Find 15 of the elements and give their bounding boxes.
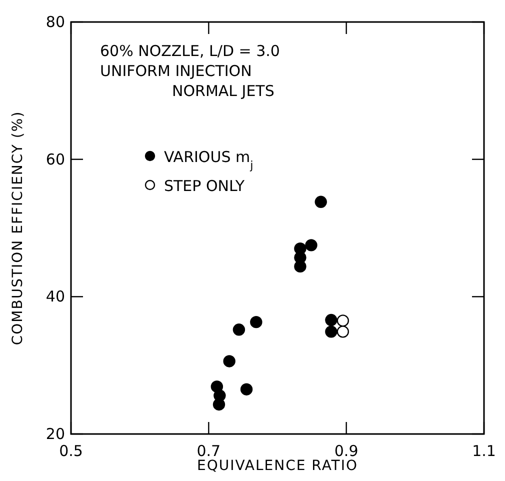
y-axis-title: COMBUSTION EFFICIENCY (%) (10, 110, 26, 346)
x-tick-label: 0.7 (196, 442, 221, 460)
y-tick-label: 80 (46, 13, 65, 31)
annotation: UNIFORM INJECTION (100, 62, 252, 80)
y-tick-label: 40 (46, 288, 65, 306)
x-tick-label: 0.9 (334, 442, 358, 460)
annotation: 60% NOZZLE, L/D = 3.0 (100, 42, 280, 60)
x-axis-title: EQUIVALENCE RATIO (196, 458, 358, 474)
legend-label: STEP ONLY (164, 177, 246, 195)
legend-label: VARIOUS m$_{j}$ (164, 148, 254, 172)
y-tick-label: 60 (46, 150, 65, 168)
annotation: NORMAL JETS (172, 82, 274, 100)
x-tick-label: 1.1 (472, 442, 496, 460)
y-tick-label: 20 (46, 425, 65, 443)
x-tick-label: 0.5 (59, 442, 83, 460)
